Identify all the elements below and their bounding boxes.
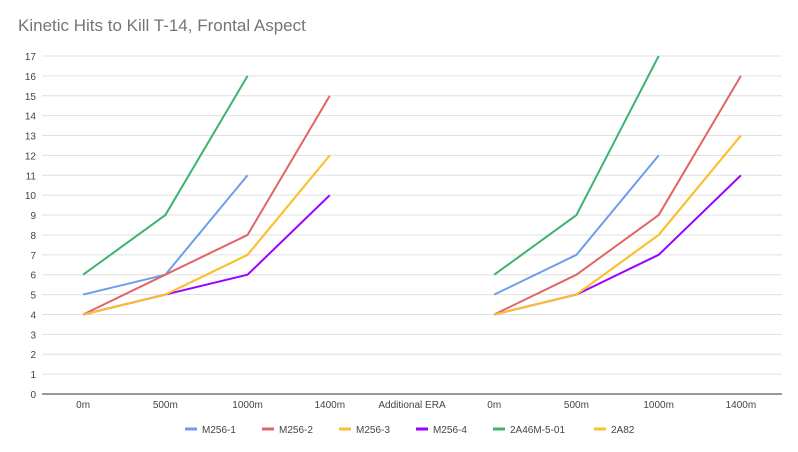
legend-label: M256-4	[433, 425, 467, 436]
y-tick-label: 15	[25, 92, 37, 103]
y-tick-label: 16	[25, 72, 37, 83]
y-tick-label: 14	[25, 112, 37, 123]
y-tick-label: 6	[30, 271, 36, 282]
series-line-M256-3	[493, 134, 742, 316]
series-line-2A82	[493, 134, 742, 316]
y-tick-label: 3	[30, 330, 36, 341]
legend-label: 2A82	[611, 425, 635, 436]
series-line-M256-1	[493, 154, 660, 296]
x-tick-label: 500m	[564, 400, 589, 411]
x-tick-label: 1000m	[643, 400, 674, 411]
legend-label: M256-3	[356, 425, 390, 436]
x-tick-label: 1400m	[314, 400, 345, 411]
x-tick-label: 500m	[153, 400, 178, 411]
legend-label: 2A46M-5-01	[510, 425, 565, 436]
x-tick-label: Additional ERA	[378, 400, 446, 411]
y-tick-label: 11	[26, 171, 37, 182]
x-tick-label: 1000m	[232, 400, 263, 411]
series-line-2A82	[82, 154, 331, 316]
y-tick-label: 2	[30, 350, 36, 361]
y-tick-label: 1	[30, 370, 36, 381]
legend-label: M256-2	[279, 425, 313, 436]
series-line-M256-2	[82, 95, 331, 316]
y-tick-label: 10	[25, 191, 37, 202]
legend-label: M256-1	[202, 425, 236, 436]
series-line-2A46M-5-01	[82, 75, 249, 276]
series-line-M256-2	[493, 75, 742, 316]
x-tick-label: 0m	[76, 400, 90, 411]
x-tick-label: 0m	[487, 400, 501, 411]
y-tick-label: 12	[25, 151, 37, 162]
y-tick-label: 0	[30, 390, 36, 401]
y-tick-label: 17	[25, 52, 37, 63]
y-tick-label: 8	[30, 231, 36, 242]
y-tick-label: 5	[30, 291, 36, 302]
chart-title: Kinetic Hits to Kill T-14, Frontal Aspec…	[18, 16, 306, 35]
x-tick-label: 1400m	[726, 400, 757, 411]
y-tick-label: 13	[25, 132, 37, 143]
y-tick-label: 7	[30, 251, 36, 262]
series-line-2A46M-5-01	[493, 55, 660, 276]
y-tick-label: 9	[30, 211, 36, 222]
y-tick-label: 4	[30, 310, 36, 321]
